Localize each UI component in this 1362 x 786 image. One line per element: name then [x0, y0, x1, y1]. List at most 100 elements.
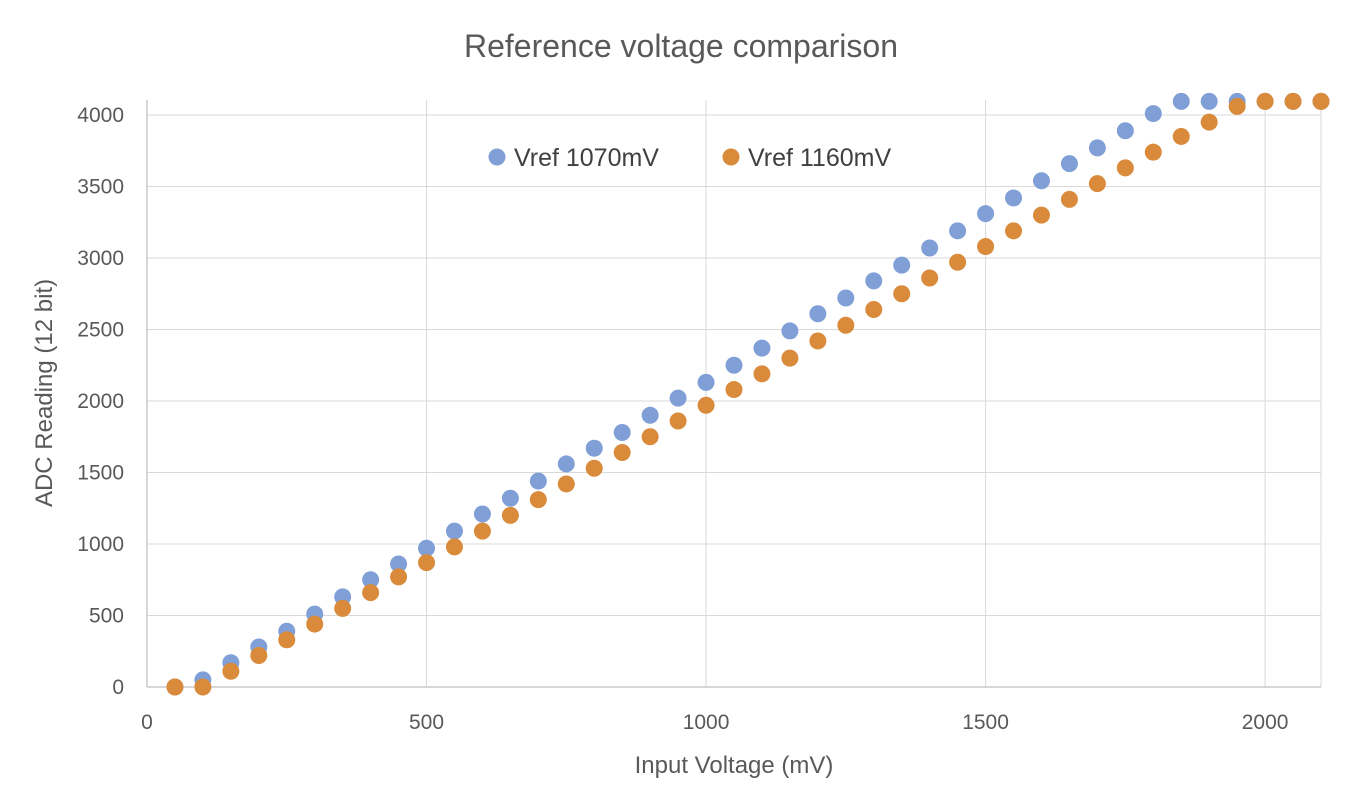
data-point-series-1	[501, 489, 519, 507]
data-point-series-1	[613, 423, 631, 441]
legend-item-series-1: Vref 1070mV	[488, 144, 659, 172]
data-point-series-1	[837, 289, 855, 307]
data-point-series-1	[473, 505, 491, 523]
data-point-series-1	[949, 222, 967, 240]
data-point-series-2	[418, 554, 436, 572]
legend-marker-series-2	[722, 148, 740, 166]
data-point-series-1	[1116, 122, 1134, 140]
data-point-series-2	[1284, 92, 1302, 110]
data-point-series-1	[362, 571, 380, 589]
data-point-series-2	[1200, 113, 1218, 131]
data-point-series-2	[194, 678, 212, 696]
data-point-series-1	[977, 205, 995, 223]
data-point-series-2	[949, 253, 967, 271]
data-point-series-1	[697, 373, 715, 391]
legend: Vref 1070mV Vref 1160mV	[488, 144, 891, 172]
data-point-series-2	[334, 599, 352, 617]
x-tick-label: 2000	[1242, 711, 1289, 734]
data-point-series-1	[1144, 105, 1162, 123]
y-tick-label: 3500	[77, 176, 124, 199]
data-point-series-1	[641, 406, 659, 424]
y-axis-label: ADC Reading (12 bit)	[31, 279, 58, 507]
data-point-series-2	[1312, 92, 1330, 110]
x-tick-label: 500	[409, 711, 444, 734]
data-point-series-2	[977, 238, 995, 256]
data-point-series-1	[1005, 189, 1023, 207]
data-point-series-2	[222, 662, 240, 680]
data-point-series-1	[753, 339, 771, 357]
data-point-series-2	[278, 631, 296, 649]
data-point-series-2	[1060, 190, 1078, 208]
y-tick-label: 500	[89, 605, 124, 628]
gridlines	[147, 100, 1322, 687]
data-point-series-2	[809, 332, 827, 350]
data-point-series-2	[585, 459, 603, 477]
tick-labels: 0 500 1000 1500 2000 2500 3000 3500 4000 0 500 1000…	[77, 104, 1288, 734]
data-point-series-1	[669, 389, 687, 407]
data-point-series-1	[1088, 139, 1106, 157]
data-point-series-2	[1228, 97, 1246, 115]
data-points	[166, 92, 1330, 696]
data-point-series-2	[697, 396, 715, 414]
data-point-series-2	[1172, 127, 1190, 145]
data-point-series-2	[501, 506, 519, 524]
data-point-series-2	[473, 522, 491, 540]
data-point-series-2	[250, 647, 268, 665]
data-point-series-1	[557, 455, 575, 473]
data-point-series-1	[390, 555, 408, 573]
data-point-series-2	[1116, 159, 1134, 177]
legend-label-series-2: Vref 1160mV	[748, 144, 891, 172]
chart-title: Reference voltage comparison	[464, 28, 898, 64]
data-point-series-1	[893, 256, 911, 274]
data-point-series-2	[1144, 143, 1162, 161]
y-tick-label: 1000	[77, 533, 124, 556]
legend-item-series-2: Vref 1160mV	[722, 144, 891, 172]
data-point-series-2	[445, 538, 463, 556]
data-point-series-1	[1032, 172, 1050, 190]
data-point-series-1	[445, 522, 463, 540]
y-tick-label: 4000	[77, 104, 124, 127]
data-point-series-2	[865, 300, 883, 318]
data-point-series-2	[725, 381, 743, 399]
data-point-series-1	[1172, 92, 1190, 110]
data-point-series-1	[1200, 92, 1218, 110]
data-point-series-1	[921, 239, 939, 257]
data-point-series-2	[557, 475, 575, 493]
data-point-series-2	[613, 443, 631, 461]
data-point-series-1	[529, 472, 547, 490]
data-point-series-2	[921, 269, 939, 287]
legend-label-series-1: Vref 1070mV	[514, 144, 659, 172]
data-point-series-2	[781, 349, 799, 367]
data-point-series-1	[418, 539, 436, 557]
y-tick-label: 2500	[77, 319, 124, 342]
legend-marker-series-1	[488, 148, 506, 166]
x-tick-label: 1500	[962, 711, 1009, 734]
data-point-series-2	[837, 316, 855, 334]
series-2-points	[166, 92, 1330, 696]
data-point-series-2	[1032, 206, 1050, 224]
data-point-series-2	[529, 491, 547, 509]
data-point-series-2	[306, 615, 324, 633]
data-point-series-1	[1060, 155, 1078, 173]
data-point-series-1	[781, 322, 799, 340]
data-point-series-2	[1256, 92, 1274, 110]
data-point-series-2	[390, 568, 408, 586]
data-point-series-2	[1088, 175, 1106, 193]
data-point-series-1	[865, 272, 883, 290]
data-point-series-2	[753, 365, 771, 383]
data-point-series-1	[585, 439, 603, 457]
x-axis-label: Input Voltage (mV)	[635, 752, 834, 779]
y-tick-label: 3000	[77, 247, 124, 270]
y-tick-label: 2000	[77, 390, 124, 413]
data-point-series-2	[641, 428, 659, 446]
y-tick-label: 1500	[77, 462, 124, 485]
data-point-series-2	[362, 584, 380, 602]
data-point-series-2	[1005, 222, 1023, 240]
x-tick-label: 1000	[683, 711, 730, 734]
axes	[146, 100, 1321, 688]
data-point-series-2	[166, 678, 184, 696]
x-tick-label: 0	[141, 711, 153, 734]
data-point-series-2	[669, 412, 687, 430]
